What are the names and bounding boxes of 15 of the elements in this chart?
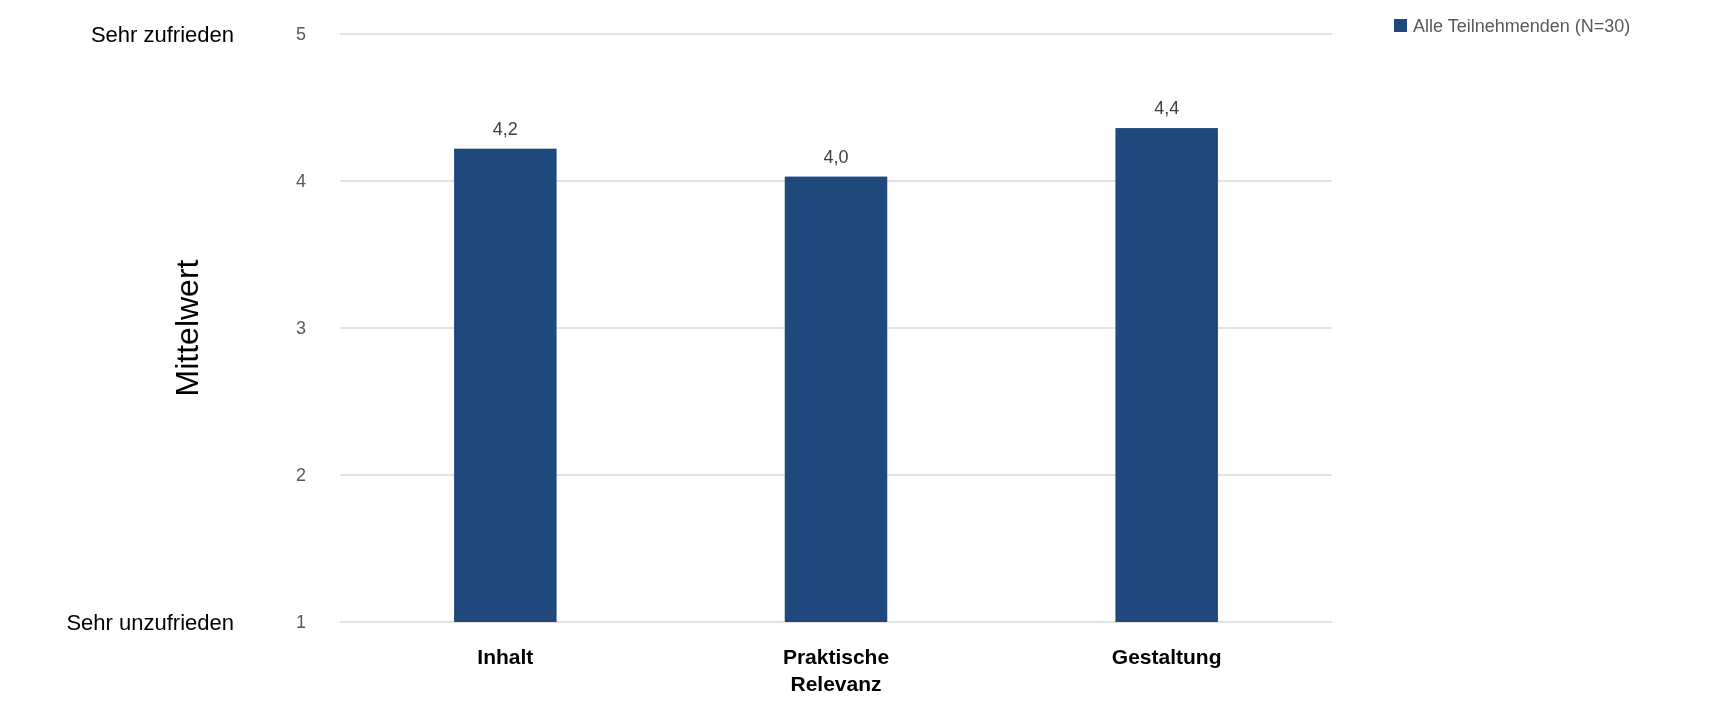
- y-tick-label: 4: [295, 171, 306, 192]
- data-label: 4,0: [823, 146, 849, 167]
- y-tick-label: 5: [295, 24, 306, 45]
- y-tick-label: 1: [295, 612, 306, 633]
- data-label: 4,2: [492, 118, 518, 139]
- x-tick-label: Inhalt: [477, 645, 534, 668]
- x-tick-label: Gestaltung: [1111, 645, 1222, 668]
- y-tick-label: 2: [295, 465, 306, 486]
- data-label: 4,4: [1154, 98, 1180, 119]
- legend-label: Alle Teilnehmenden (N=30): [1413, 16, 1631, 37]
- text: Sehr zufrieden: [90, 21, 234, 47]
- text: Sehr unzufrieden: [66, 609, 234, 635]
- y-tick-label: 3: [295, 318, 306, 339]
- x-tick-label: Praktische Relevanz: [782, 645, 890, 695]
- y-axis-title: Mittelwert: [169, 259, 205, 397]
